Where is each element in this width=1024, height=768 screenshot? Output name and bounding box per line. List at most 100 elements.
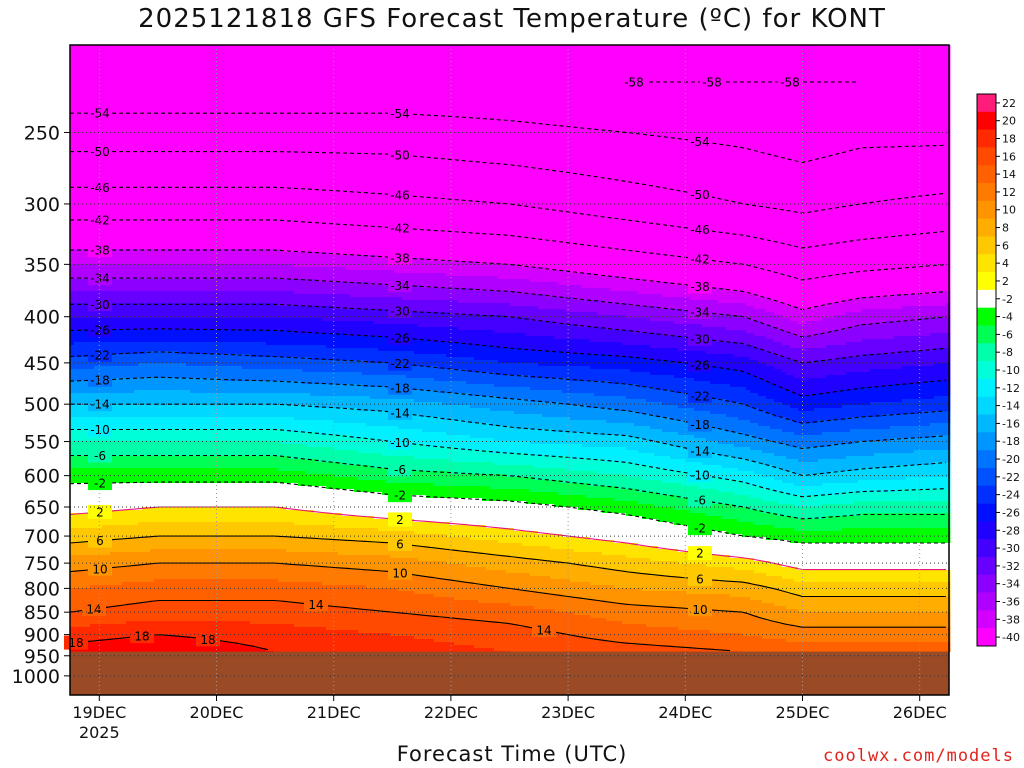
heatmap-cell xyxy=(138,408,143,412)
heatmap-cell xyxy=(94,138,99,142)
heatmap-cell xyxy=(158,399,163,403)
heatmap-cell xyxy=(114,198,119,202)
heatmap-cell xyxy=(166,396,171,400)
heatmap-cell xyxy=(98,87,103,91)
heatmap-cell xyxy=(134,465,139,469)
heatmap-cell xyxy=(158,204,163,208)
heatmap-cell xyxy=(102,393,107,397)
heatmap-cell xyxy=(158,213,163,217)
heatmap-cell xyxy=(126,414,131,418)
heatmap-cell xyxy=(78,81,83,85)
heatmap-cell xyxy=(78,528,83,532)
heatmap-cell xyxy=(118,621,123,625)
heatmap-cell xyxy=(158,339,163,343)
heatmap-cell xyxy=(146,591,151,595)
heatmap-cell xyxy=(146,141,151,145)
heatmap-cell xyxy=(78,603,83,607)
heatmap-cell xyxy=(142,255,147,259)
heatmap-cell xyxy=(126,171,131,175)
heatmap-cell xyxy=(98,393,103,397)
heatmap-cell xyxy=(130,249,135,253)
heatmap-cell xyxy=(134,246,139,250)
heatmap-cell xyxy=(110,414,115,418)
heatmap-cell xyxy=(106,294,111,298)
heatmap-cell xyxy=(166,123,171,127)
heatmap-cell xyxy=(134,390,139,394)
heatmap-cell xyxy=(142,279,147,283)
heatmap-cell xyxy=(102,579,107,583)
heatmap-cell xyxy=(106,231,111,235)
heatmap-cell xyxy=(126,66,131,70)
heatmap-cell xyxy=(78,495,83,499)
heatmap-cell xyxy=(106,465,111,469)
heatmap-cell xyxy=(82,465,87,469)
heatmap-cell xyxy=(110,585,115,589)
heatmap-cell xyxy=(118,96,123,100)
heatmap-cell xyxy=(162,375,167,379)
heatmap-cell xyxy=(122,168,127,172)
heatmap-cell xyxy=(158,360,163,364)
heatmap-cell xyxy=(150,81,155,85)
heatmap-cell xyxy=(122,336,127,340)
heatmap-cell xyxy=(82,87,87,91)
heatmap-cell xyxy=(110,195,115,199)
heatmap-cell xyxy=(166,381,171,385)
heatmap-cell xyxy=(166,318,171,322)
heatmap-cell xyxy=(126,291,131,295)
heatmap-cell xyxy=(150,246,155,250)
heatmap-cell xyxy=(138,354,143,358)
heatmap-cell xyxy=(118,432,123,436)
heatmap-cell xyxy=(94,291,99,295)
heatmap-cell xyxy=(162,117,167,121)
heatmap-cell xyxy=(134,57,139,61)
heatmap-cell xyxy=(110,114,115,118)
heatmap-cell xyxy=(122,384,127,388)
heatmap-cell xyxy=(98,414,103,418)
heatmap-cell xyxy=(98,420,103,424)
heatmap-cell xyxy=(142,393,147,397)
heatmap-cell xyxy=(138,318,143,322)
heatmap-cell xyxy=(150,219,155,223)
heatmap-cell xyxy=(146,261,151,265)
heatmap-cell xyxy=(102,207,107,211)
heatmap-cell xyxy=(78,423,83,427)
heatmap-cell xyxy=(166,45,171,49)
heatmap-cell xyxy=(158,414,163,418)
heatmap-cell xyxy=(162,246,167,250)
heatmap-cell xyxy=(74,177,79,181)
heatmap-cell xyxy=(142,594,147,598)
heatmap-cell xyxy=(78,252,83,256)
heatmap-cell xyxy=(146,51,151,55)
heatmap-cell xyxy=(142,168,147,172)
heatmap-cell xyxy=(130,525,135,529)
heatmap-cell xyxy=(126,594,131,598)
heatmap-cell xyxy=(150,162,155,166)
heatmap-cell xyxy=(98,549,103,553)
heatmap-cell xyxy=(118,552,123,556)
heatmap-cell xyxy=(118,189,123,193)
heatmap-cell xyxy=(114,300,119,304)
heatmap-cell xyxy=(162,54,167,58)
heatmap-cell xyxy=(90,45,95,49)
heatmap-cell xyxy=(82,552,87,556)
heatmap-cell xyxy=(146,84,151,88)
heatmap-cell xyxy=(90,462,95,466)
heatmap-cell xyxy=(98,174,103,178)
heatmap-cell xyxy=(138,552,143,556)
heatmap-cell xyxy=(110,396,115,400)
heatmap-cell xyxy=(130,240,135,244)
heatmap-cell xyxy=(94,582,99,586)
heatmap-cell xyxy=(106,342,111,346)
heatmap-cell xyxy=(150,270,155,274)
heatmap-cell xyxy=(118,441,123,445)
heatmap-cell xyxy=(154,507,159,511)
heatmap-cell xyxy=(118,630,123,634)
heatmap-cell xyxy=(70,378,75,382)
heatmap-cell xyxy=(122,408,127,412)
heatmap-cell xyxy=(138,330,143,334)
heatmap-cell xyxy=(98,99,103,103)
heatmap-cell xyxy=(142,519,147,523)
heatmap-cell xyxy=(70,411,75,415)
heatmap-cell xyxy=(126,69,131,73)
heatmap-cell xyxy=(130,231,135,235)
